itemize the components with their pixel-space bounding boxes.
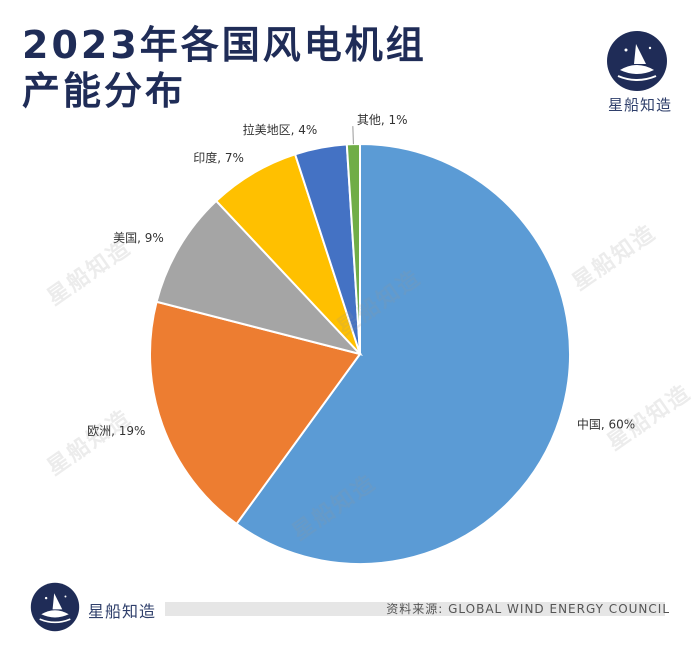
pie-slice-0 — [235, 142, 571, 565]
pie-slice-label: 美国, 9% — [113, 231, 164, 245]
pie-slice-1 — [149, 300, 362, 526]
footer-logo-icon — [30, 582, 80, 632]
pie-slice-label: 拉美地区, 4% — [243, 122, 318, 137]
pie-slice-label: 其他, 1% — [357, 113, 408, 127]
pie-slice-2 — [155, 199, 364, 356]
brand-name-footer: 星船知造 — [88, 602, 157, 621]
chart-title-line2: 产能分布 — [22, 69, 187, 113]
chart-title: 2023年各国风电机组 产能分布 — [22, 22, 427, 114]
brand-name-top: 星船知造 — [607, 96, 672, 114]
brand-logo-icon — [607, 31, 667, 91]
pie-leader-line — [352, 126, 354, 145]
footer-divider — [165, 602, 665, 616]
pie-slice-label: 欧洲, 19% — [87, 424, 145, 438]
pie-slice-label: 中国, 60% — [577, 416, 635, 431]
chart-title-line1: 2023年各国风电机组 — [22, 23, 427, 67]
pie-slice-label: 印度, 7% — [193, 150, 244, 165]
source-note: 资料来源: GLOBAL WIND ENERGY COUNCIL — [386, 602, 670, 616]
